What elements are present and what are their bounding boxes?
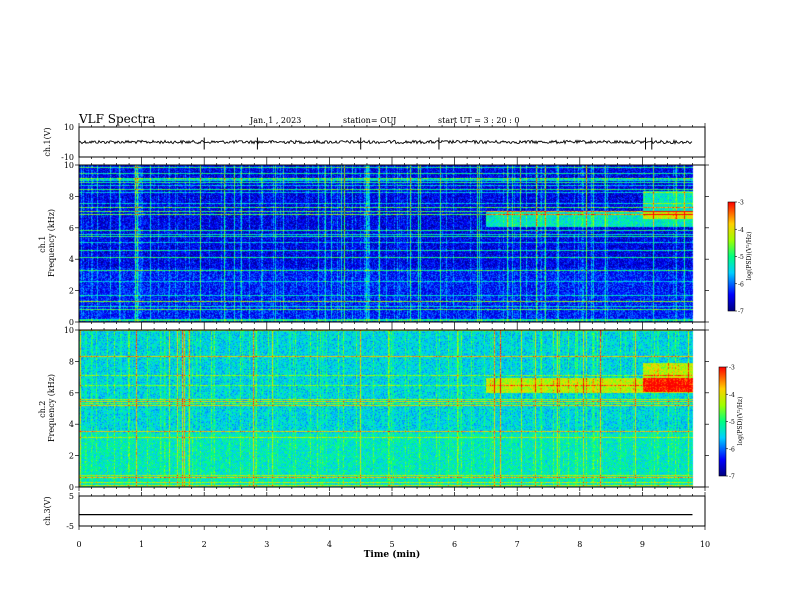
ch1-spectrogram-ticks: 0 2 4 6 8 10: [64, 161, 709, 327]
cbar2-label-2: -5: [729, 419, 735, 426]
xtick-label-1: 1: [139, 540, 144, 549]
ch1-waveform-panel: 10 -10 ch.1(V): [43, 123, 706, 162]
figure-title: VLF Spectra: [78, 112, 155, 126]
ticks-spec2-label-0: 0: [69, 483, 74, 492]
ticks-spec1-label-4: 8: [69, 192, 74, 201]
ch2-spectrogram-ticks: 0 2 4 6 8 10: [64, 326, 709, 492]
cbar2-label-4: -7: [729, 474, 735, 481]
xtick-label-4: 4: [327, 540, 332, 549]
xtick-label-6: 6: [452, 540, 457, 549]
ticks-spec1-label-5: 10: [64, 161, 74, 170]
xtick-label-7: 7: [515, 540, 520, 549]
xtick-label-8: 8: [577, 540, 582, 549]
time-axis-tick-labels: 0 1 2 3 4 5 6 7 8 9 10: [76, 540, 710, 549]
xtick-label-9: 9: [640, 540, 645, 549]
ch1-waveform-line: [78, 139, 693, 145]
time-axis-ticks: [78, 123, 706, 530]
cbar2-label-0: -3: [729, 365, 735, 372]
xtick-label-0: 0: [76, 540, 81, 549]
ch2-colorbar-ticks: -3 -4 -5 -6 -7: [726, 365, 735, 481]
start-time-label: start UT = 3 : 20 : 0: [438, 116, 519, 125]
ch2-spectrogram-ylabel: ch.2 Frequency (kHz): [38, 374, 56, 442]
cbar1-label-1: -4: [738, 227, 744, 234]
ch1-spikes: [203, 137, 653, 150]
cbar2-label-1: -4: [729, 392, 735, 399]
ticks-spec1-label-2: 4: [69, 255, 74, 264]
ch2-colorbar-label: log(PSD)(V²/Hz): [737, 397, 744, 446]
ticks-spec2-label-2: 4: [69, 420, 74, 429]
xtick-label-3: 3: [264, 540, 269, 549]
xtick-label-2: 2: [202, 540, 207, 549]
ch3-ytick-top: 5: [69, 492, 74, 501]
cbar1-label-2: -5: [738, 254, 744, 261]
ch1-spectrogram-ylabel-line1: ch.1: [38, 236, 47, 253]
ch3-waveform-panel: 5 -5 ch.3(V): [43, 492, 706, 531]
ticks-spec1-label-1: 2: [69, 287, 74, 296]
cbar1-label-4: -7: [738, 309, 744, 316]
ch1-colorbar-label: log(PSD)(V²/Hz): [746, 232, 753, 281]
cbar2-label-3: -6: [729, 446, 735, 453]
ch1-ytick-top: 10: [64, 123, 74, 132]
ticks-spec2-label-3: 6: [69, 389, 74, 398]
ch1-spectrogram-ylabel-line2: Frequency (kHz): [47, 209, 56, 277]
cbar1-label-3: -6: [738, 281, 744, 288]
ch1-spectrogram-ylabel: ch.1 Frequency (kHz): [38, 209, 56, 277]
cbar1-label-0: -3: [738, 200, 744, 207]
ch3-ylabel: ch.3(V): [43, 496, 52, 525]
ch1-ylabel: ch.1(V): [43, 127, 52, 156]
ticks-spec2-label-5: 10: [64, 326, 74, 335]
ticks-spec1-label-3: 6: [69, 224, 74, 233]
time-axis-label: Time (min): [364, 549, 421, 560]
ticks-spec2-label-1: 2: [69, 452, 74, 461]
date-label: Jan. 1 , 2023: [249, 116, 301, 125]
xtick-label-10: 10: [700, 540, 710, 549]
ch3-ytick-bottom: -5: [66, 522, 74, 531]
ticks-spec1-label-0: 0: [69, 318, 74, 327]
xtick-label-5: 5: [389, 540, 394, 549]
ch2-spectrogram: [79, 330, 705, 487]
ch1-ytick-bottom: -10: [61, 153, 74, 162]
ticks-spec2-label-4: 8: [69, 357, 74, 366]
station-label: station= OUJ: [343, 116, 396, 125]
ch2-colorbar: [718, 366, 727, 477]
ch1-colorbar-ticks: -3 -4 -5 -6 -7: [735, 200, 744, 316]
ch2-spectrogram-ylabel-line1: ch.2: [38, 401, 47, 418]
ch2-spectrogram-ylabel-line2: Frequency (kHz): [47, 374, 56, 442]
ch1-colorbar: [727, 201, 736, 312]
ch1-spectrogram: [79, 165, 705, 322]
